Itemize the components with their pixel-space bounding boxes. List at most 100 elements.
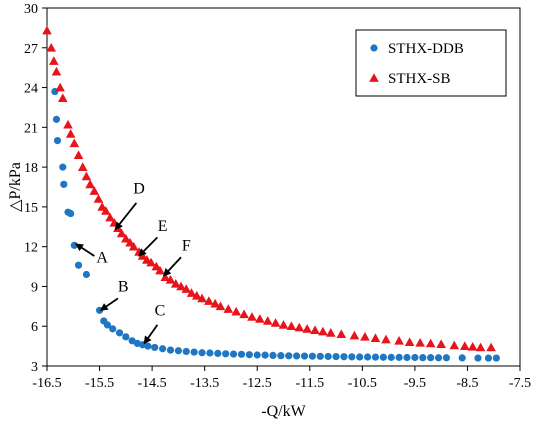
data-point — [81, 171, 92, 181]
data-point — [395, 353, 403, 361]
data-point — [442, 354, 451, 362]
x-tick-label: -9.5 — [404, 376, 426, 391]
data-point — [411, 353, 419, 362]
annotation-f: F — [162, 238, 191, 277]
data-point — [318, 326, 328, 336]
data-point — [151, 343, 159, 352]
legend-item: STHX-SB — [369, 71, 451, 87]
data-point — [475, 342, 486, 352]
data-point — [253, 351, 261, 359]
annotation-arrow — [162, 256, 182, 277]
data-point — [89, 186, 100, 195]
data-point — [52, 115, 61, 123]
data-point — [356, 353, 364, 361]
annotation-label: D — [133, 181, 145, 198]
data-point — [316, 352, 324, 360]
data-point — [332, 352, 340, 361]
data-point — [73, 150, 84, 160]
y-tick-label: 24 — [24, 82, 38, 97]
data-point — [60, 180, 68, 188]
data-point — [93, 194, 104, 203]
data-point — [285, 352, 293, 360]
data-point — [300, 352, 309, 360]
data-point — [379, 353, 387, 361]
data-point — [434, 354, 443, 362]
data-point — [170, 278, 181, 288]
x-tick-label: -10.5 — [348, 376, 377, 391]
annotation-d: D — [114, 181, 145, 231]
legend-label: STHX-DDB — [388, 41, 464, 57]
data-point — [85, 179, 95, 189]
annotation-label: A — [96, 250, 108, 267]
legend-label: STHX-SB — [388, 71, 451, 87]
y-tick-label: 12 — [24, 241, 38, 256]
y-tick-label: 15 — [24, 201, 38, 216]
data-point — [146, 257, 156, 267]
annotation-arrow — [138, 236, 159, 257]
data-point — [155, 265, 165, 275]
data-point — [42, 25, 52, 35]
data-point — [128, 241, 139, 251]
data-point — [387, 353, 395, 361]
series-layer — [42, 25, 500, 362]
data-point — [308, 352, 317, 360]
data-point — [191, 290, 202, 300]
data-point — [286, 321, 297, 331]
data-point — [74, 261, 83, 269]
data-point — [65, 129, 76, 138]
data-point — [82, 270, 91, 279]
data-point — [370, 333, 381, 342]
data-point — [404, 337, 415, 346]
annotation-c: C — [143, 303, 166, 345]
data-point — [474, 354, 482, 362]
data-point — [63, 119, 73, 129]
data-point — [206, 349, 214, 357]
data-point — [160, 272, 171, 282]
annotation-arrow — [75, 243, 95, 257]
data-point — [394, 336, 404, 345]
data-point — [245, 351, 253, 359]
annotation-arrow — [143, 324, 159, 345]
data-point — [53, 136, 62, 145]
data-point — [403, 353, 411, 362]
y-tick-label: 6 — [31, 320, 38, 335]
y-axis-title: △P/kPa — [7, 162, 24, 212]
data-point — [492, 354, 500, 362]
x-tick-label: -16.5 — [32, 376, 61, 391]
data-point — [255, 314, 265, 323]
y-axis-ticks: 3 6 9 12 15 18 21 24 27 30 — [24, 2, 47, 375]
data-point — [229, 350, 238, 358]
data-point — [186, 288, 197, 297]
legend-box — [355, 29, 507, 97]
data-point — [197, 293, 207, 303]
data-point — [174, 347, 182, 355]
x-tick-label: -15.5 — [85, 376, 114, 391]
data-point — [425, 338, 436, 348]
data-point — [59, 163, 67, 171]
x-tick-label: -11.5 — [295, 376, 324, 391]
legend-item: STHX-DDB — [370, 41, 464, 57]
annotation-label: C — [155, 303, 166, 320]
y-tick-label: 27 — [24, 42, 38, 57]
data-point — [121, 233, 131, 243]
annotation-b: B — [99, 279, 129, 312]
annotation-arrow — [114, 202, 138, 231]
x-axis-ticks: -16.5 -15.5 -14.5 -13.5 -12.5 -11.5 -10.5 -9.5 -… — [32, 366, 531, 391]
data-point — [190, 348, 198, 356]
y-tick-label: 9 — [31, 280, 38, 295]
data-point — [467, 341, 478, 351]
data-point — [214, 349, 222, 358]
data-point — [484, 354, 493, 362]
legend-marker — [370, 44, 378, 52]
data-point — [277, 352, 285, 360]
data-point — [371, 353, 380, 361]
data-point — [103, 321, 112, 329]
data-point — [262, 316, 273, 325]
annotation-e: E — [138, 218, 168, 257]
data-point — [237, 350, 246, 358]
data-point — [340, 353, 348, 361]
data-point — [336, 329, 347, 339]
data-point — [215, 301, 226, 311]
y-tick-label: 30 — [24, 2, 38, 17]
data-point — [293, 352, 301, 360]
